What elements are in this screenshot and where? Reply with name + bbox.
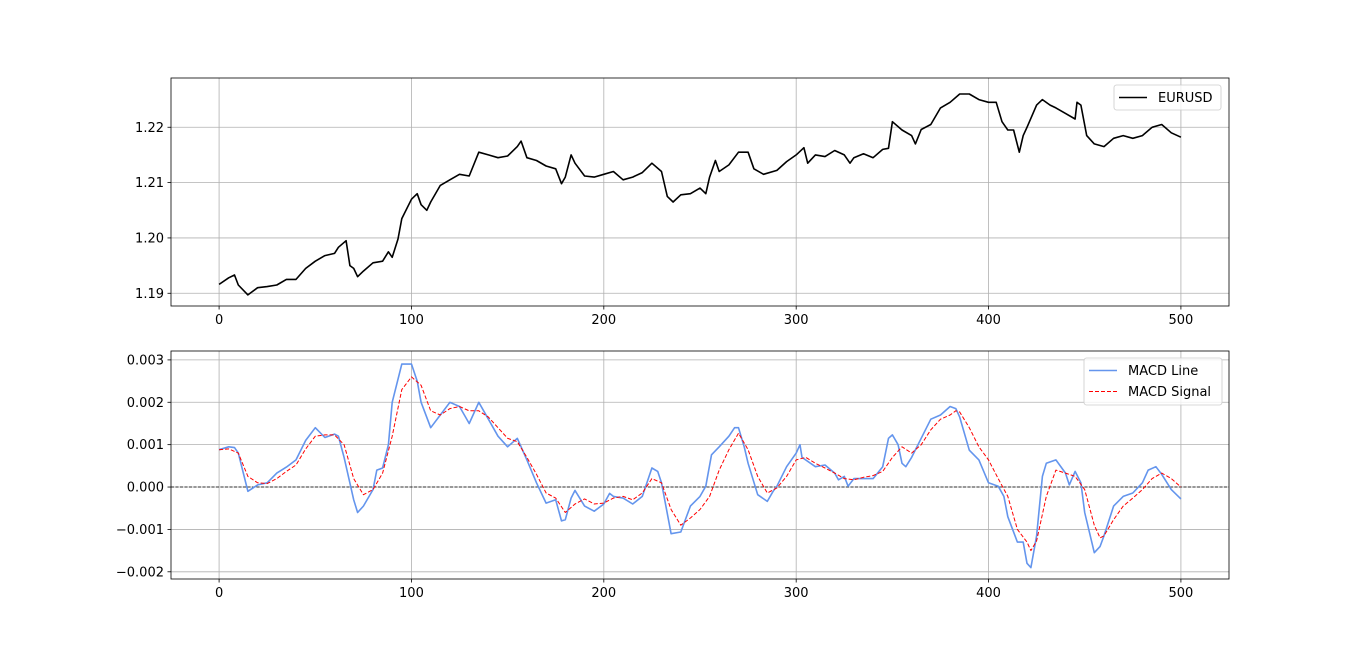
y-tick-label: 1.22 — [135, 121, 164, 136]
axes-frame — [170, 77, 1230, 307]
y-tick-label: 0.002 — [127, 396, 164, 411]
series-line-macd-signal — [219, 376, 1182, 552]
legend-box — [1113, 84, 1222, 111]
x-tick-label: 300 — [784, 586, 809, 601]
y-tick-label: 0.000 — [127, 481, 164, 496]
y-tick-label: 1.20 — [135, 231, 164, 246]
series-line-eurusd — [218, 93, 1182, 296]
legend-label: MACD Signal — [1128, 385, 1211, 400]
y-tick-label: −0.001 — [116, 523, 164, 538]
legend: EURUSD — [1113, 84, 1222, 111]
y-tick-label: 0.001 — [127, 438, 164, 453]
y-tick-label: 1.19 — [135, 287, 164, 302]
x-tick-label: 400 — [976, 586, 1001, 601]
legend-box — [1083, 357, 1223, 406]
x-tick-label: 400 — [976, 313, 1001, 328]
x-tick-label: 200 — [591, 313, 616, 328]
axes-frame — [170, 350, 1230, 580]
x-tick-label: 500 — [1168, 313, 1193, 328]
y-tick-label: 0.003 — [127, 353, 164, 368]
price-axes: 0 100 200 300 400 500 1.19 1.20 1.21 1.22 EURUSD — [135, 77, 1230, 328]
y-tick-label: −0.002 — [116, 565, 164, 580]
series-line-macd-line — [218, 363, 1182, 569]
x-tick-label: 100 — [399, 586, 424, 601]
x-tick-label: 500 — [1168, 586, 1193, 601]
y-tick-label: 1.21 — [135, 176, 164, 191]
x-tick-label: 100 — [399, 313, 424, 328]
x-tick-label: 300 — [784, 313, 809, 328]
legend: MACD Line MACD Signal — [1083, 357, 1223, 406]
x-tick-label: 0 — [215, 313, 223, 328]
x-tick-label: 0 — [215, 586, 223, 601]
macd-axes: 0 100 200 300 400 500 −0.002 −0.001 0.000 0.001 0.… — [116, 350, 1230, 601]
legend-label: MACD Line — [1128, 364, 1198, 379]
x-tick-label: 200 — [591, 586, 616, 601]
legend-label: EURUSD — [1158, 91, 1213, 106]
